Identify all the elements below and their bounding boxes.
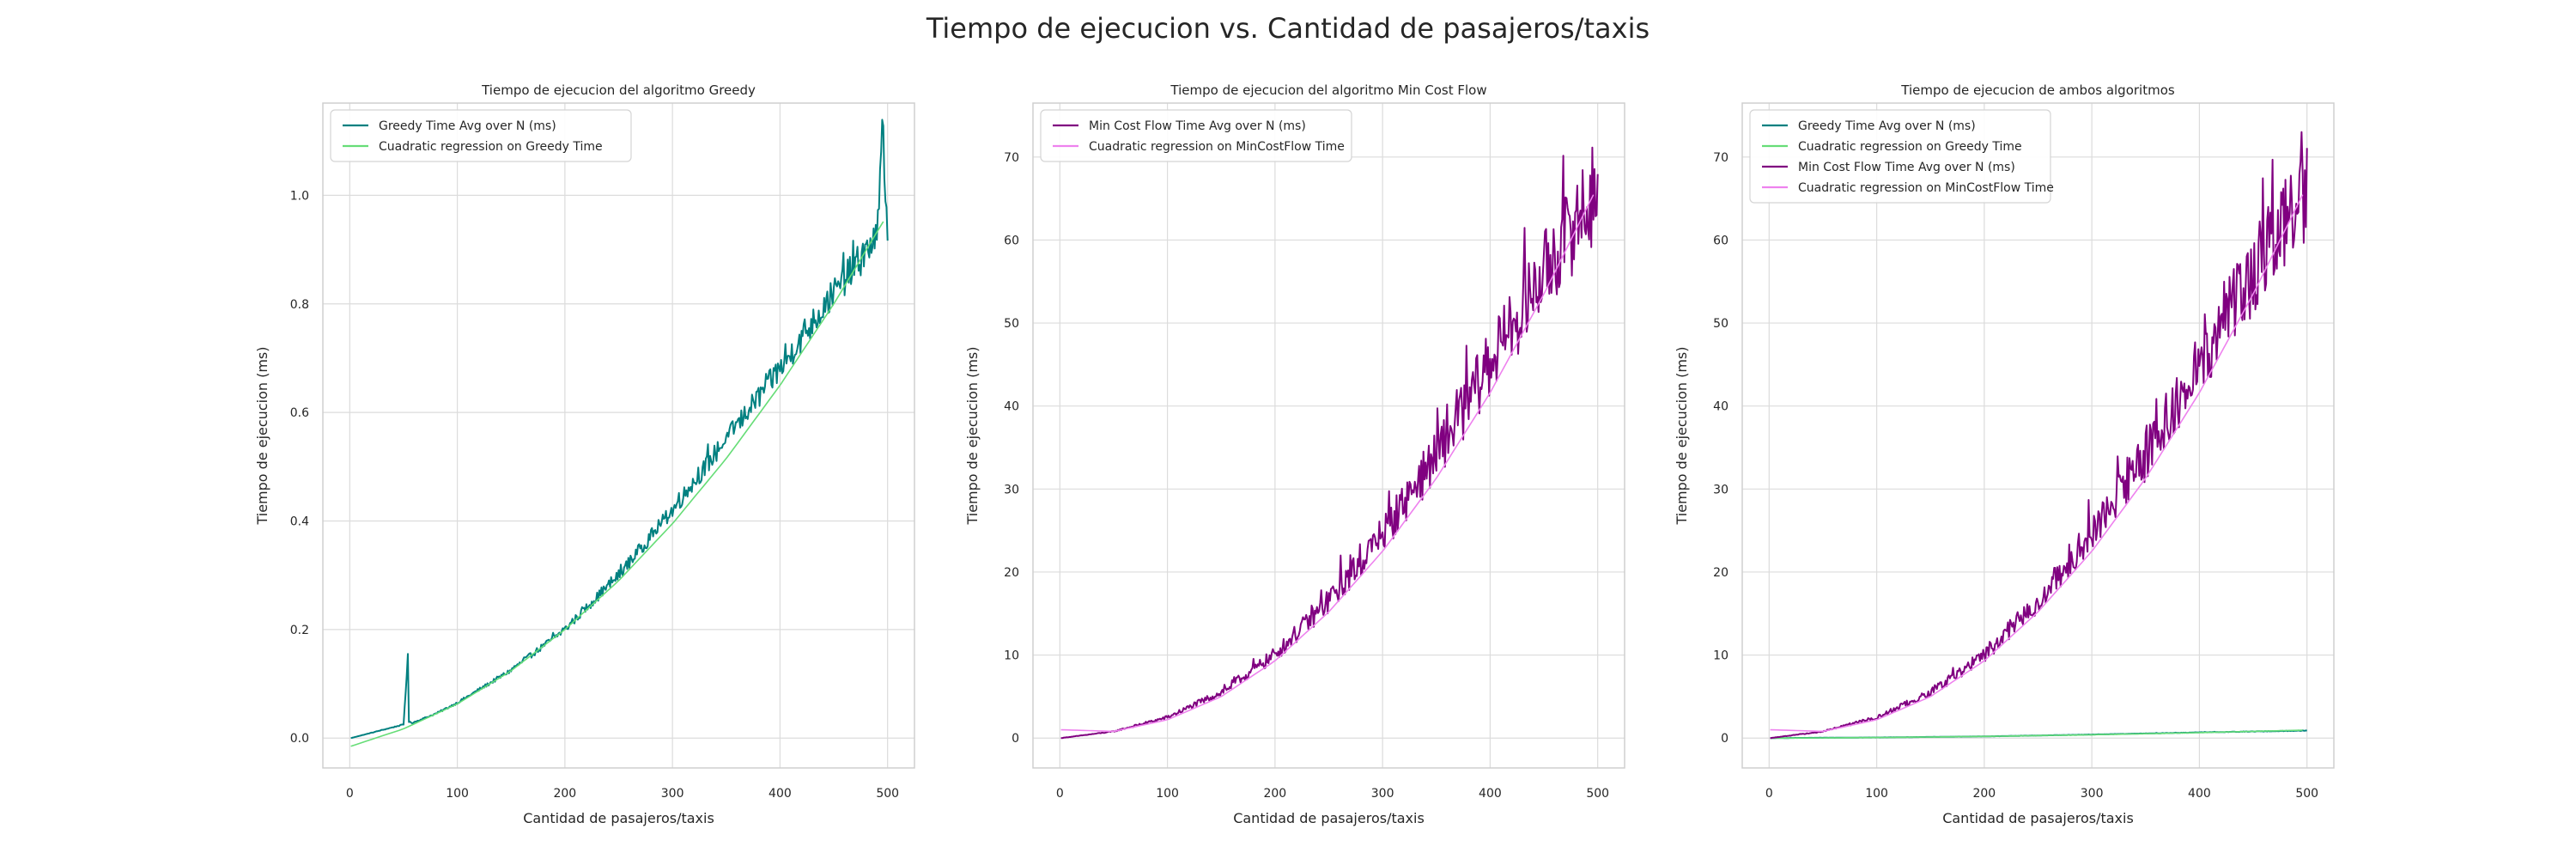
y-tick-label: 40 (1713, 400, 1728, 414)
x-tick-label: 0 (1765, 787, 1773, 801)
legend: Greedy Time Avg over N (ms) Cuadratic reg… (1749, 109, 2054, 204)
legend-entry: Greedy Time Avg over N (ms) (1798, 119, 1976, 133)
series-line-3 (1770, 131, 2308, 740)
x-tick-label: 0 (1056, 787, 1064, 801)
chart-title: Tiempo de ejecucion del algoritmo Min Co… (1170, 82, 1486, 98)
y-axis-label: Tiempo de ejecucion (ms) (1674, 346, 1690, 525)
y-tick-label: 50 (1713, 317, 1728, 331)
x-tick-label: 100 (1156, 787, 1179, 801)
x-axis-label: Cantidad de pasajeros/taxis (1942, 810, 2134, 826)
plot-frame (322, 102, 915, 769)
legend-entry: Cuadratic regression on MinCostFlow Time (1089, 140, 1345, 154)
chart-panel-3: 0 100 200 300 400 500 0 10 20 30 40 50 60 70 Tiempo de… (1674, 82, 2335, 826)
x-tick-label: 400 (1479, 787, 1502, 801)
x-tick-label: 500 (1586, 787, 1609, 801)
x-tick-label: 400 (769, 787, 792, 801)
y-tick-label: 70 (1004, 151, 1019, 165)
series-line-1 (1060, 146, 1599, 740)
y-tick-label: 70 (1713, 151, 1728, 165)
y-tick-label: 10 (1713, 649, 1728, 663)
y-tick-label: 0 (1012, 732, 1019, 746)
y-tick-label: 30 (1004, 483, 1019, 497)
series-line-4 (1770, 194, 2304, 733)
x-tick-label: 300 (2081, 787, 2104, 801)
y-tick-label: 0.8 (290, 298, 309, 312)
legend-box (1040, 109, 1352, 162)
x-tick-label: 200 (553, 787, 576, 801)
y-axis-label: Tiempo de ejecucion (ms) (254, 346, 270, 525)
legend-entry: Cuadratic regression on Greedy Time (379, 140, 603, 154)
y-tick-label: 10 (1004, 649, 1019, 663)
series-line-2 (350, 221, 884, 747)
y-axis-label: Tiempo de ejecucion (ms) (964, 346, 981, 525)
y-tick-label: 0.0 (290, 732, 309, 746)
series-line-1 (350, 119, 889, 740)
legend: Min Cost Flow Time Avg over N (ms) Cuadra… (1040, 109, 1352, 162)
y-tick-label: 40 (1004, 400, 1019, 414)
legend-entry: Min Cost Flow Time Avg over N (ms) (1798, 161, 2015, 174)
plot-frame (1741, 102, 2335, 769)
x-tick-label: 300 (1371, 787, 1394, 801)
y-tick-label: 1.0 (290, 189, 309, 203)
x-tick-label: 200 (1972, 787, 1996, 801)
y-tick-label: 0.6 (290, 406, 309, 420)
legend-box (1749, 109, 2051, 204)
x-tick-label: 0 (346, 787, 354, 801)
y-tick-label: 0.2 (290, 624, 309, 637)
series-line-2 (1770, 729, 2303, 740)
x-axis-label: Cantidad de pasajeros/taxis (523, 810, 714, 826)
y-tick-label: 60 (1004, 234, 1019, 247)
chart-panel-2: 0 100 200 300 400 500 0 10 20 30 40 50 60 70 Tiempo de… (964, 82, 1625, 826)
legend-entry: Cuadratic regression on Greedy Time (1798, 140, 2022, 154)
x-tick-label: 200 (1263, 787, 1286, 801)
y-tick-label: 60 (1713, 234, 1728, 247)
x-tick-label: 100 (1865, 787, 1888, 801)
legend-entry: Greedy Time Avg over N (ms) (379, 119, 556, 133)
legend-entry: Cuadratic regression on MinCostFlow Time (1798, 181, 2054, 195)
legend: Greedy Time Avg over N (ms) Cuadratic reg… (330, 109, 632, 162)
legend-entry: Min Cost Flow Time Avg over N (ms) (1089, 119, 1306, 133)
x-tick-label: 500 (876, 787, 899, 801)
y-tick-label: 0.4 (290, 515, 309, 529)
chart-title: Tiempo de ejecucion de ambos algoritmos (1900, 82, 2175, 98)
plot-frame (1032, 102, 1625, 769)
x-axis-label: Cantidad de pasajeros/taxis (1233, 810, 1425, 826)
y-tick-label: 0 (1721, 732, 1728, 746)
y-tick-label: 50 (1004, 317, 1019, 331)
y-tick-label: 20 (1713, 566, 1728, 580)
x-tick-label: 400 (2188, 787, 2211, 801)
legend-box (330, 109, 632, 162)
figure-title: Tiempo de ejecucion vs. Cantidad de pasa… (926, 12, 1650, 45)
y-tick-label: 30 (1713, 483, 1728, 497)
x-tick-label: 100 (446, 787, 469, 801)
chart-panel-1: 0 100 200 300 400 500 0.0 0.2 0.4 0.6 0.8 1.0 Tiempo… (254, 82, 915, 826)
series-line-2 (1060, 194, 1595, 733)
x-tick-label: 300 (661, 787, 684, 801)
x-tick-label: 500 (2295, 787, 2318, 801)
y-tick-label: 20 (1004, 566, 1019, 580)
chart-title: Tiempo de ejecucion del algoritmo Greedy (481, 82, 756, 98)
